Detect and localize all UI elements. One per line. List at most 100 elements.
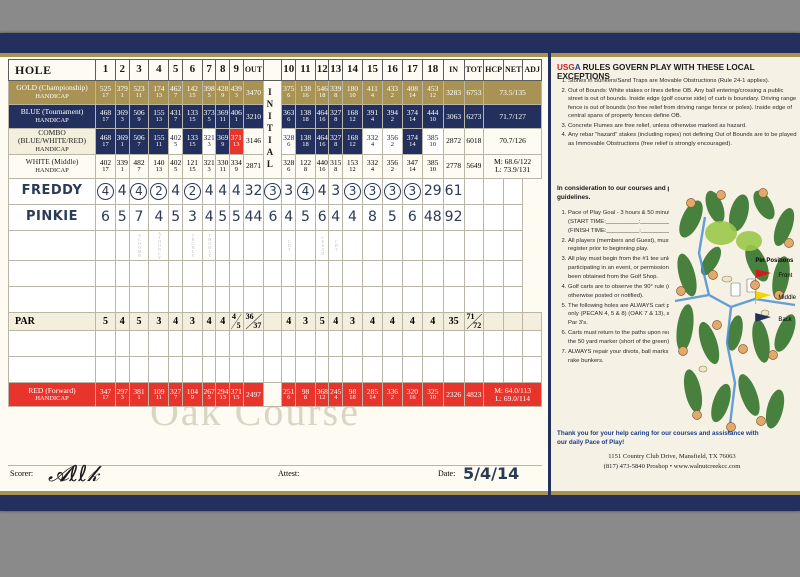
player-2-hole-4[interactable]: 4	[148, 203, 170, 231]
player-1-hole-12[interactable]: 4	[294, 177, 316, 205]
blank-post-par-1-c23[interactable]	[483, 330, 505, 358]
player-1-hole-14[interactable]: 3	[328, 177, 344, 205]
blank-2-hole-11[interactable]	[281, 260, 296, 288]
blank-1-adj[interactable]	[503, 229, 524, 262]
blank-post-par-1-c13[interactable]	[294, 330, 316, 358]
blank-post-par-2-c15[interactable]	[328, 356, 344, 384]
blank-post-par-2-c10[interactable]	[242, 356, 265, 384]
blank-post-par-2-c11[interactable]	[263, 356, 283, 384]
blank-2-adj[interactable]	[503, 260, 524, 288]
player-2-hole-14[interactable]: 4	[328, 203, 344, 231]
player-2-hole-2[interactable]: 5	[114, 203, 130, 231]
blank-1-hole-8[interactable]	[215, 229, 230, 262]
player-2-hole-11[interactable]: 4	[281, 203, 296, 231]
player-2-hole-15[interactable]: 4	[342, 203, 363, 231]
blank-2-hole-9[interactable]	[229, 260, 244, 288]
blank-1-hole-7[interactable]: THONLY	[201, 229, 217, 262]
player-2-hole-9[interactable]: 5	[229, 203, 244, 231]
blank-2-hole-8[interactable]	[215, 260, 230, 288]
blank-3-hole-16[interactable]	[361, 286, 383, 314]
blank-post-par-2-c24[interactable]	[503, 356, 524, 384]
blank-3-hole-5[interactable]	[168, 286, 183, 314]
blank-2-hole-3[interactable]	[128, 260, 150, 288]
blank-post-par-2-c21[interactable]	[442, 356, 465, 384]
player-1-tot[interactable]: 61	[442, 177, 465, 205]
blank-1-hole-16[interactable]	[361, 229, 383, 262]
blank-3-adj[interactable]	[503, 286, 524, 314]
player-2-hole-17[interactable]: 5	[381, 203, 403, 231]
player-2-out[interactable]: 44	[242, 203, 265, 231]
blank-post-par-1-c14[interactable]	[314, 330, 330, 358]
player-1-hole-17[interactable]: 3	[381, 177, 403, 205]
blank-post-par-1-c21[interactable]	[442, 330, 465, 358]
blank-post-par-1-c2[interactable]	[114, 330, 130, 358]
blank-1-tot[interactable]	[442, 229, 465, 262]
blank-1-hole-14[interactable]: CDT	[328, 229, 344, 262]
blank-post-par-1-c9[interactable]	[229, 330, 244, 358]
player-2-hole-18[interactable]: 6	[401, 203, 423, 231]
blank-post-par-2-c16[interactable]	[342, 356, 363, 384]
player-1-hole-3[interactable]: 4	[128, 177, 150, 205]
player-2-hcp[interactable]	[463, 203, 485, 231]
blank-post-par-2-c2[interactable]	[114, 356, 130, 384]
blank-post-par-2-c23[interactable]	[483, 356, 505, 384]
player-1-hole-5[interactable]: 4	[168, 177, 183, 205]
blank-post-par-1-c17[interactable]	[361, 330, 383, 358]
blank-post-par-1-c0[interactable]	[8, 330, 96, 358]
blank-post-par-2-c0[interactable]	[8, 356, 96, 384]
blank-2-out[interactable]	[242, 260, 265, 288]
blank-3-hole-2[interactable]	[114, 286, 130, 314]
player-2-hole-5[interactable]: 5	[168, 203, 183, 231]
blank-2-hole-6[interactable]	[181, 260, 203, 288]
blank-1-hole-3[interactable]: SCOOMB	[128, 229, 150, 262]
blank-1-hole-9[interactable]	[229, 229, 244, 262]
player-1-hole-8[interactable]: 4	[215, 177, 230, 205]
player-1-adj[interactable]	[503, 177, 524, 205]
blank-1-hole-13[interactable]: CESAD	[314, 229, 330, 262]
blank-1-hole-17[interactable]	[381, 229, 403, 262]
blank-1-hole-18[interactable]	[401, 229, 423, 262]
blank-2-hole-4[interactable]	[148, 260, 170, 288]
blank-3-hole-4[interactable]	[148, 286, 170, 314]
blank-3-hole-1[interactable]	[95, 286, 116, 314]
blank-post-par-1-c1[interactable]	[95, 330, 116, 358]
blank-3-hole-15[interactable]	[342, 286, 363, 314]
blank-3-hole-10[interactable]	[263, 286, 283, 314]
blank-post-par-2-c13[interactable]	[294, 356, 316, 384]
player-2-tot[interactable]: 92	[442, 203, 465, 231]
blank-post-par-1-c20[interactable]	[421, 330, 444, 358]
blank-2-hole-1[interactable]	[95, 260, 116, 288]
player-2-hole-1[interactable]: 6	[95, 203, 116, 231]
blank-2-tot[interactable]	[442, 260, 465, 288]
blank-post-par-2-c6[interactable]	[181, 356, 203, 384]
player-1-hole-18[interactable]: 3	[401, 177, 423, 205]
blank-3-out[interactable]	[242, 286, 265, 314]
player-2-hole-7[interactable]: 4	[201, 203, 217, 231]
blank-2-net[interactable]	[483, 260, 505, 288]
player-1-out[interactable]: 32	[242, 177, 265, 205]
blank-3-hole-7[interactable]	[201, 286, 217, 314]
blank-3-hole-14[interactable]	[328, 286, 344, 314]
blank-3-hole-12[interactable]	[294, 286, 316, 314]
player-name-1[interactable]: FREDDY	[8, 177, 96, 205]
player-1-hole-16[interactable]: 3	[361, 177, 383, 205]
blank-1-hole-12[interactable]	[294, 229, 316, 262]
blank-3-hole-11[interactable]	[281, 286, 296, 314]
blank-post-par-2-c7[interactable]	[201, 356, 217, 384]
blank-1-hcp[interactable]	[463, 229, 485, 262]
blank-2-hole-10[interactable]	[263, 260, 283, 288]
blank-2-hole-14[interactable]	[328, 260, 344, 288]
player-2-in[interactable]: 48	[421, 203, 444, 231]
player-2-hole-6[interactable]: 3	[181, 203, 203, 231]
blank-post-par-2-c14[interactable]	[314, 356, 330, 384]
blank-post-par-2-c19[interactable]	[401, 356, 423, 384]
blank-1-hole-6[interactable]: THONLY	[181, 229, 203, 262]
blank-2-hole-2[interactable]	[114, 260, 130, 288]
blank-2-in[interactable]	[421, 260, 444, 288]
blank-post-par-2-c12[interactable]	[281, 356, 296, 384]
blank-2-hole-16[interactable]	[361, 260, 383, 288]
blank-3-hole-13[interactable]	[314, 286, 330, 314]
blank-post-par-1-c7[interactable]	[201, 330, 217, 358]
player-1-hole-2[interactable]: 4	[114, 177, 130, 205]
blank-post-par-1-c3[interactable]	[128, 330, 150, 358]
